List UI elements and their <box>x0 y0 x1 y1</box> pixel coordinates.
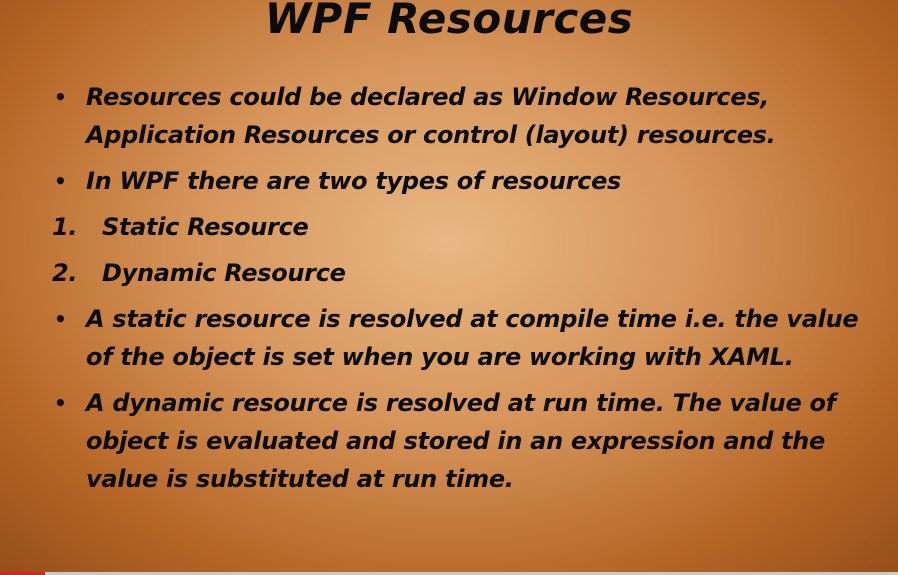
list-item: • In WPF there are two types of resource… <box>52 162 872 200</box>
bullet-marker: • <box>54 391 67 415</box>
slide-title: WPF Resources <box>264 0 634 43</box>
list-item: • Resources could be declared as Window … <box>52 78 872 154</box>
video-progress-bar[interactable] <box>0 572 898 575</box>
list-item: 2. Dynamic Resource <box>52 254 872 292</box>
number-marker: 1. <box>52 213 78 241</box>
bullet-list: • Resources could be declared as Window … <box>52 78 872 498</box>
list-item: • A dynamic resource is resolved at run … <box>52 384 872 498</box>
video-progress-fill <box>0 572 45 575</box>
list-item-text: In WPF there are two types of resources <box>86 167 622 195</box>
list-item: • A static resource is resolved at compi… <box>52 300 872 376</box>
bullet-marker: • <box>54 307 67 331</box>
list-item-text: A static resource is resolved at compile… <box>86 305 859 371</box>
list-item-text: Static Resource <box>102 213 309 241</box>
list-item-text: Resources could be declared as Window Re… <box>86 83 776 149</box>
list-item-text: Dynamic Resource <box>102 259 346 287</box>
bullet-marker: • <box>54 169 67 193</box>
list-item-text: A dynamic resource is resolved at run ti… <box>86 389 836 493</box>
bullet-marker: • <box>54 85 67 109</box>
list-item: 1. Static Resource <box>52 208 872 246</box>
number-marker: 2. <box>52 259 78 287</box>
